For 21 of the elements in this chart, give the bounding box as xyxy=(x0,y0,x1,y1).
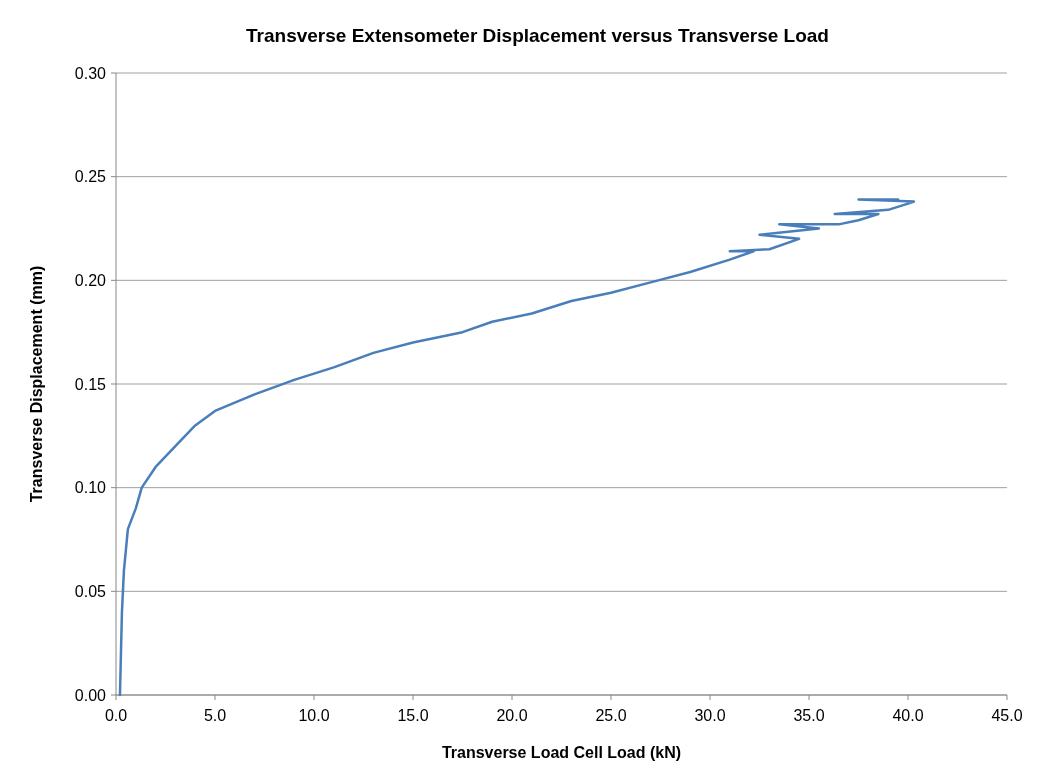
x-tick-label: 40.0 xyxy=(892,707,924,724)
y-tick-label: 0.00 xyxy=(74,686,107,704)
x-tick-label: 10.0 xyxy=(298,707,330,724)
y-tick-label: 0.15 xyxy=(74,375,107,393)
line-series xyxy=(118,198,916,697)
x-tick-label: 5.0 xyxy=(203,707,227,724)
y-tick-label: 0.05 xyxy=(74,582,107,600)
x-tick-label: 45.0 xyxy=(991,707,1023,724)
x-tick-label: 0.0 xyxy=(104,707,128,724)
chart-title: Transverse Extensometer Displacement versus Transverse Load xyxy=(246,25,829,46)
x-tick-label: 20.0 xyxy=(496,707,528,724)
y-axis-title: Transverse Displacement (mm) xyxy=(28,265,45,503)
y-tick-label: 0.20 xyxy=(74,271,107,289)
y-tick-label: 0.25 xyxy=(74,168,107,186)
x-tick-label: 25.0 xyxy=(595,707,627,724)
y-tick-label: 0.30 xyxy=(74,64,107,82)
y-tick-label: 0.10 xyxy=(74,479,107,497)
x-tick-label: 35.0 xyxy=(793,707,825,724)
x-tick-label: 15.0 xyxy=(397,707,429,724)
x-axis-title: Transverse Load Cell Load (kN) xyxy=(441,744,682,761)
x-tick-label: 30.0 xyxy=(694,707,726,724)
